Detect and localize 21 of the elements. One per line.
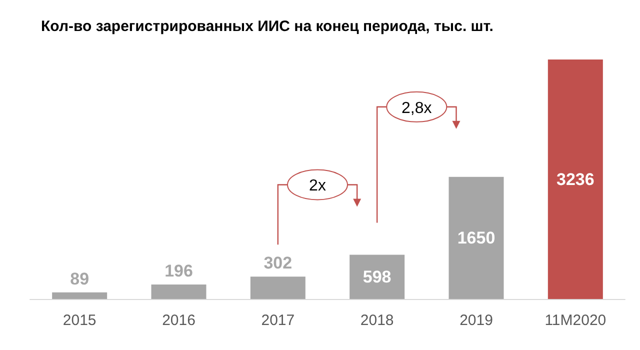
bar [548,60,603,299]
chart-title: Кол-во зарегистрированных ИИС на конец периода, тыс. шт. [41,18,494,35]
bar [52,292,108,299]
data-label: 302 [264,254,292,273]
data-label: 598 [362,267,392,286]
bar [448,176,504,299]
bar [350,254,405,299]
x-tick-label: 2015 [62,312,96,329]
annotation: 2,8x [402,100,432,117]
data-label: 1650 [457,228,496,248]
data-label: 3236 [556,170,594,189]
x-tick-label: 2016 [162,312,196,329]
annotation: 2x [309,178,326,195]
x-tick-label: 2017 [261,312,295,329]
data-label: 196 [164,261,193,280]
x-tick-label: 11M2020 [544,312,606,329]
bar [250,276,306,299]
x-tick-label: 2019 [460,312,493,329]
data-label: 89 [70,269,90,288]
x-tick-label: 2018 [360,312,394,329]
bar [151,284,206,299]
